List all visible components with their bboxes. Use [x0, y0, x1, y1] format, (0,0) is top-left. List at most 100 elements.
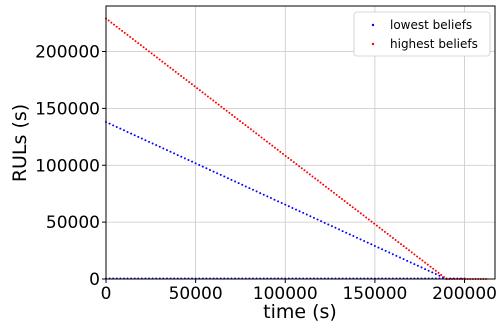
- data-point: [259, 192, 262, 195]
- data-point: [212, 99, 215, 102]
- data-point: [402, 245, 405, 248]
- data-point: [306, 171, 309, 174]
- data-point: [346, 202, 349, 205]
- data-point: [268, 142, 271, 145]
- data-point: [223, 175, 226, 178]
- data-point: [249, 128, 252, 131]
- data-point: [273, 146, 276, 149]
- data-point: [158, 58, 161, 61]
- data-point: [312, 216, 315, 219]
- data-point: [155, 144, 158, 147]
- data-point: [164, 62, 166, 65]
- data-point: [370, 243, 373, 246]
- data-point: [308, 173, 311, 176]
- x-axis-label: time (s): [263, 301, 337, 323]
- data-point: [355, 236, 358, 239]
- data-point: [319, 181, 322, 184]
- y-tick-label: 0: [89, 270, 100, 290]
- data-point: [309, 215, 312, 218]
- data-point: [126, 130, 129, 133]
- data-point: [198, 163, 201, 166]
- data-point: [151, 142, 154, 145]
- data-point: [196, 87, 199, 90]
- data-point: [338, 228, 341, 231]
- data-point: [137, 42, 140, 45]
- data-point: [276, 148, 279, 151]
- data-point: [201, 165, 204, 168]
- data-point: [209, 97, 212, 100]
- data-point: [434, 273, 437, 276]
- x-tick-label: 150000: [342, 284, 407, 304]
- y-tick-label: 100000: [35, 156, 100, 176]
- data-point: [330, 189, 333, 192]
- data-point: [162, 147, 165, 150]
- data-point: [187, 159, 190, 162]
- data-point: [282, 152, 284, 155]
- data-point: [413, 253, 416, 256]
- data-point: [233, 115, 236, 118]
- data-point: [225, 109, 228, 112]
- data-point: [378, 226, 381, 229]
- legend-marker-highest-beliefs: [371, 42, 375, 46]
- data-point: [432, 267, 435, 270]
- data-point: [265, 140, 268, 143]
- data-point: [150, 52, 153, 55]
- data-point: [386, 232, 389, 235]
- data-point: [424, 268, 427, 271]
- data-point: [322, 183, 325, 186]
- data-point: [398, 256, 401, 259]
- legend-box: [353, 11, 491, 57]
- data-point: [226, 177, 229, 180]
- data-point: [237, 182, 240, 185]
- data-point: [291, 206, 294, 209]
- data-points: [105, 17, 488, 280]
- data-point: [126, 33, 129, 36]
- data-point: [214, 101, 217, 104]
- data-point: [271, 144, 274, 147]
- data-point: [194, 162, 197, 165]
- data-point: [354, 208, 357, 211]
- data-point: [438, 274, 441, 277]
- data-point: [338, 195, 341, 198]
- data-point: [147, 50, 150, 53]
- data-point: [260, 136, 263, 139]
- data-point: [305, 213, 308, 216]
- data-point: [121, 29, 124, 32]
- data-point: [139, 44, 142, 47]
- data-point: [287, 205, 290, 208]
- data-point: [180, 155, 183, 158]
- data-point: [389, 234, 392, 237]
- data-point: [217, 103, 220, 106]
- data-point: [316, 179, 319, 182]
- data-point: [115, 125, 118, 128]
- data-point: [212, 170, 215, 173]
- data-point: [193, 85, 196, 88]
- data-point: [234, 180, 237, 183]
- data-point: [349, 204, 352, 207]
- data-point: [161, 60, 164, 63]
- data-point: [323, 221, 326, 224]
- data-point: [330, 225, 333, 228]
- data-point: [332, 191, 335, 194]
- data-point: [252, 130, 255, 133]
- data-point: [252, 188, 254, 191]
- data-point: [394, 239, 397, 242]
- data-point: [416, 264, 419, 267]
- data-point: [247, 126, 250, 129]
- data-point: [201, 91, 204, 94]
- data-point: [348, 233, 351, 236]
- data-point: [176, 154, 179, 157]
- data-point: [174, 70, 177, 73]
- data-point: [206, 95, 209, 98]
- data-point: [255, 132, 258, 135]
- data-point: [284, 203, 287, 206]
- data-point: [410, 251, 413, 254]
- data-point: [316, 218, 319, 221]
- data-point: [440, 273, 443, 276]
- data-point: [359, 238, 362, 241]
- x-tick-label: 200000: [432, 284, 497, 304]
- data-point: [375, 224, 378, 227]
- data-point: [370, 220, 373, 223]
- data-point: [290, 159, 293, 162]
- data-point: [113, 23, 116, 26]
